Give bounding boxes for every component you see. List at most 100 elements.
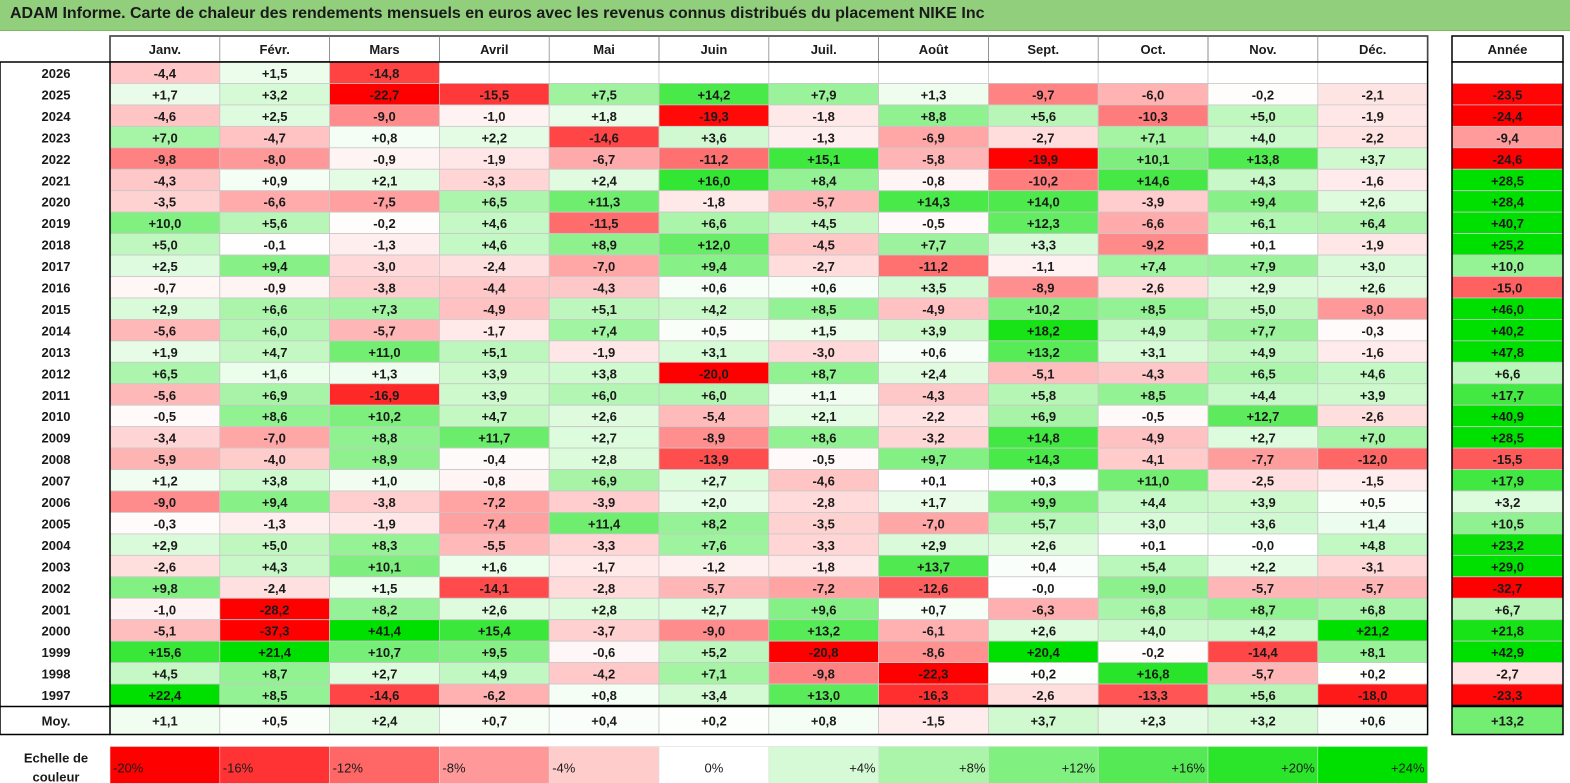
heatmap-cell-value: -4,0: [263, 452, 285, 467]
heatmap-cell-value: +4,9: [1140, 323, 1166, 338]
heatmap-cell-value: +9,4: [1250, 195, 1276, 210]
heatmap-cell-value: +8,7: [262, 667, 288, 682]
heatmap-cell-value: +18,2: [1027, 323, 1060, 338]
row-year-label: 2022: [42, 152, 71, 167]
heatmap-cell-value: -6,7: [593, 152, 615, 167]
heatmap-cell-value: -10,2: [1028, 173, 1058, 188]
heatmap-cell-value: +0,5: [701, 323, 727, 338]
heatmap-cell-value: -8,0: [1361, 302, 1383, 317]
heatmap-cell-value: +9,8: [152, 581, 178, 596]
heatmap-cell-value: +8,9: [372, 452, 398, 467]
heatmap-cell-value: -3,1: [1361, 559, 1383, 574]
annual-cell-value: +29,0: [1491, 559, 1524, 574]
heatmap-cell-value: +9,0: [1140, 581, 1166, 596]
heatmap-cell-value: -0,2: [1142, 645, 1164, 660]
heatmap-cell-value: -11,2: [919, 259, 948, 274]
heatmap-cell-value: -5,9: [154, 452, 176, 467]
heatmap-cell-value: +6,9: [1030, 409, 1056, 424]
month-header-label: Mars: [369, 42, 399, 57]
heatmap-cell-value: -4,4: [483, 281, 506, 296]
heatmap-cell-value: +10,2: [1027, 302, 1060, 317]
heatmap-cell-value: -22,3: [919, 667, 949, 682]
heatmap-cell-value: -3,4: [154, 431, 177, 446]
heatmap-cell-value: -1,9: [483, 152, 505, 167]
heatmap-cell-value: +4,7: [481, 409, 507, 424]
heatmap-cell-value: -2,6: [1032, 688, 1054, 703]
month-header-label: Avril: [480, 42, 508, 57]
heatmap-cell-value: +2,5: [152, 259, 178, 274]
heatmap-cell-value: -9,7: [1032, 87, 1054, 102]
heatmap-cell-value: +3,8: [591, 366, 617, 381]
heatmap-cell-value: +8,8: [372, 431, 398, 446]
heatmap-cell-value: +2,2: [1250, 559, 1276, 574]
annual-cell-value: +21,8: [1491, 624, 1524, 639]
heatmap-cell-value: +1,5: [372, 581, 398, 596]
heatmap-cell-value: +7,0: [1360, 431, 1386, 446]
heatmap-chart: Janv. Févr. Mars Avril Mai Juin Juil. Août Sept.…: [0, 0, 1570, 783]
heatmap-cell-value: -5,7: [373, 323, 395, 338]
heatmap-cell-value: +0,3: [1030, 474, 1056, 489]
heatmap-cell-value: +2,6: [1360, 195, 1386, 210]
month-header-label: Févr.: [260, 42, 290, 57]
month-header-label: Nov.: [1249, 42, 1276, 57]
row-year-label: 2014: [42, 323, 72, 338]
heatmap-cell-value: +41,4: [368, 624, 402, 639]
heatmap-cell-value: -0,4: [483, 452, 506, 467]
heatmap-cell-value: +6,4: [1360, 216, 1386, 231]
heatmap-cell-value: +2,4: [921, 366, 947, 381]
annual-cell-value: -23,3: [1493, 688, 1523, 703]
heatmap-cell-value: +2,7: [372, 667, 398, 682]
heatmap-cell-value: +1,5: [262, 66, 288, 81]
heatmap-cell-value: +10,7: [368, 645, 401, 660]
heatmap-cell-value: +1,9: [152, 345, 178, 360]
heatmap-cell: [439, 62, 549, 83]
heatmap-cell-value: -5,4: [703, 409, 726, 424]
heatmap-cell-value: -2,2: [922, 409, 944, 424]
heatmap-cell-value: +11,3: [588, 195, 620, 210]
heatmap-cell-value: +4,6: [1360, 366, 1386, 381]
heatmap-cell-value: +1,4: [1360, 516, 1386, 531]
heatmap-cell-value: +8,6: [811, 431, 837, 446]
heatmap-cell-value: +1,5: [811, 323, 837, 338]
row-year-label: 2020: [42, 195, 71, 210]
heatmap-cell-value: +6,8: [1360, 602, 1386, 617]
heatmap-cell-value: -14,6: [370, 688, 400, 703]
heatmap-cell-value: +11,0: [368, 345, 400, 360]
row-year-label: 2006: [42, 495, 71, 510]
heatmap-cell-value: -14,4: [1248, 645, 1278, 660]
heatmap-cell: [659, 62, 769, 83]
heatmap-cell-value: -1,7: [593, 559, 615, 574]
scale-label-line1: Echelle de: [24, 751, 88, 766]
average-cell-value: +0,7: [481, 714, 507, 729]
heatmap-cell-value: +3,2: [262, 87, 288, 102]
heatmap-cell-value: -6,9: [922, 130, 944, 145]
heatmap-cell-value: +2,8: [591, 602, 617, 617]
heatmap-cell-value: -7,0: [263, 431, 285, 446]
heatmap-cell-value: +1,1: [811, 388, 837, 403]
heatmap-cell-value: -6,3: [1032, 602, 1054, 617]
row-year-label: 2025: [42, 87, 71, 102]
heatmap-cell-value: +13,2: [1027, 345, 1060, 360]
heatmap-cell-value: +5,6: [1030, 109, 1056, 124]
heatmap-cell-value: +0,8: [372, 130, 398, 145]
row-year-label: 2002: [42, 581, 71, 596]
heatmap-cell-value: -19,3: [699, 109, 729, 124]
heatmap-cell-value: -2,6: [1142, 281, 1164, 296]
heatmap-cell-value: +12,0: [697, 238, 730, 253]
heatmap-cell-value: -3,8: [373, 281, 395, 296]
heatmap-cell-value: -6,6: [263, 195, 285, 210]
heatmap-cell-value: -3,5: [812, 516, 834, 531]
heatmap-cell-value: -9,0: [703, 624, 725, 639]
heatmap-cell-value: +14,3: [1027, 452, 1060, 467]
heatmap-cell-value: +6,5: [152, 366, 178, 381]
row-year-label: 2007: [42, 474, 71, 489]
row-year-label: 2017: [42, 259, 71, 274]
heatmap-cell-value: -0,2: [373, 216, 395, 231]
heatmap-cell-value: -6,6: [1142, 216, 1164, 231]
heatmap-cell-value: -1,8: [703, 195, 725, 210]
month-header-label: Oct.: [1140, 42, 1165, 57]
heatmap-cell-value: -5,8: [922, 152, 944, 167]
heatmap-cell-value: +20,4: [1027, 645, 1061, 660]
heatmap-cell-value: +8,7: [811, 366, 837, 381]
heatmap-cell-value: +9,4: [262, 259, 288, 274]
